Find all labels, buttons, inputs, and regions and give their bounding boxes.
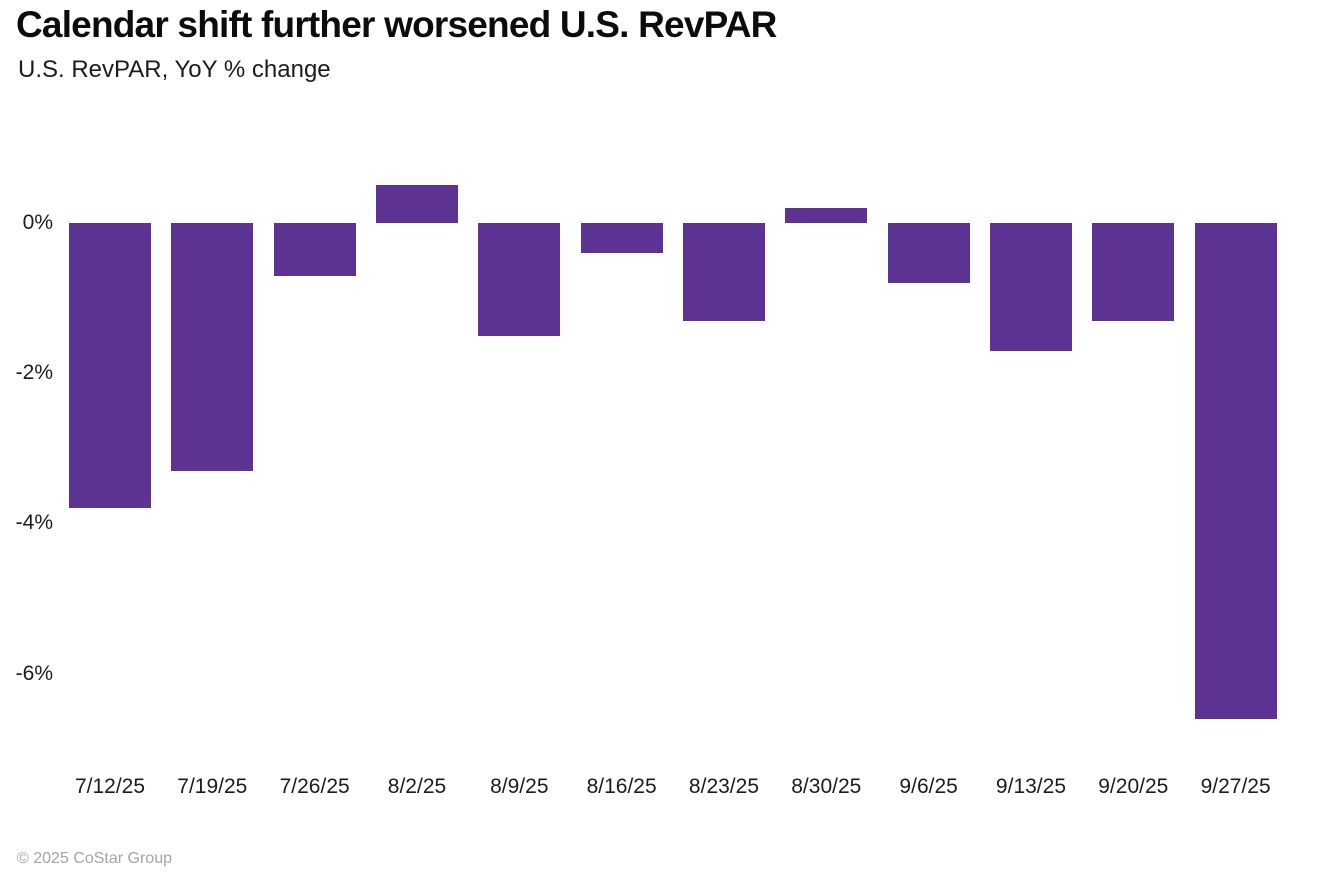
chart-bar xyxy=(887,223,970,284)
chart-bar xyxy=(171,223,254,471)
chart-bar xyxy=(682,223,765,321)
chart-bar xyxy=(989,223,1072,351)
copyright-note: © 2025 CoStar Group xyxy=(17,850,172,867)
x-axis-tick-label: 8/23/25 xyxy=(688,775,760,798)
x-axis-tick-label: 8/30/25 xyxy=(791,775,862,798)
y-axis-tick-label: -2% xyxy=(15,361,53,385)
chart-bar xyxy=(580,223,663,254)
chart-bar xyxy=(375,185,458,223)
chart-bar xyxy=(273,223,356,276)
chart-bar xyxy=(1194,223,1277,719)
chart-bar xyxy=(1092,223,1175,321)
chart-bar xyxy=(69,223,151,509)
x-axis-tick-label: 9/13/25 xyxy=(995,775,1067,798)
chart-title: Calendar shift further worsened U.S. Rev… xyxy=(16,4,777,45)
x-axis-tick-label: 9/27/25 xyxy=(1200,775,1271,798)
x-axis-tick-label: 7/12/25 xyxy=(74,775,146,798)
x-axis-tick-label: 7/19/25 xyxy=(177,775,248,798)
x-axis-tick-label: 8/16/25 xyxy=(586,775,657,798)
x-axis-tick-label: 9/20/25 xyxy=(1098,775,1169,798)
x-axis-tick-label: 8/9/25 xyxy=(490,775,549,798)
chart-subtitle: U.S. RevPAR, YoY % change xyxy=(18,56,331,83)
y-axis-tick-label: 0% xyxy=(22,211,53,234)
chart-bar xyxy=(785,207,868,223)
x-axis-tick-label: 8/2/25 xyxy=(387,775,447,798)
x-axis-tick-label: 7/26/25 xyxy=(279,775,350,798)
y-axis-tick-label: -6% xyxy=(15,661,53,685)
chart-bar xyxy=(478,223,561,336)
y-axis-tick-label: -4% xyxy=(15,511,53,535)
x-axis-tick-label: 9/6/25 xyxy=(899,775,958,798)
